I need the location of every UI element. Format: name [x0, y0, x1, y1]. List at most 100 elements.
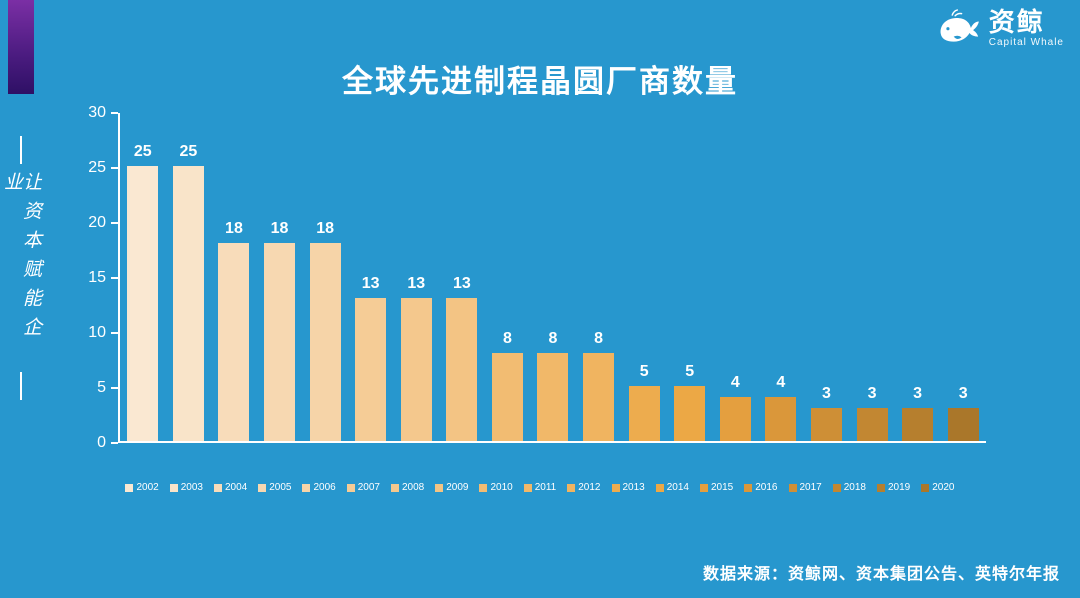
logo-name: 资鲸: [988, 7, 1045, 37]
page-title: 全球先进制程晶圆厂商数量: [342, 64, 738, 99]
bar-value-label: 8: [502, 330, 512, 347]
bar-slot-2004: 18: [211, 113, 257, 441]
legend-swatch: [877, 483, 885, 492]
data-source: 数据来源：资鲸网、资本集团公告、英特尔年报: [702, 566, 1060, 583]
bar-slot-2014: 5: [667, 113, 713, 441]
legend-label: 2012: [578, 482, 601, 493]
legend-label: 2010: [490, 482, 513, 493]
bar-value-label: 25: [133, 143, 152, 160]
y-tick-mark: [111, 112, 118, 114]
legend-item-2007: 2007: [346, 482, 380, 493]
legend-label: 2005: [269, 482, 292, 493]
bar: [400, 298, 432, 441]
bar-value-label: 3: [913, 385, 923, 402]
bar-slot-2009: 13: [439, 113, 485, 441]
y-tick-mark: [111, 167, 118, 169]
legend-label: 2008: [401, 482, 425, 493]
legend-label: 2015: [711, 482, 734, 493]
bar-slot-2015: 4: [713, 113, 759, 441]
legend-item-2004: 2004: [213, 482, 248, 493]
legend-item-2010: 2010: [479, 482, 513, 493]
bar-slot-2010: 8: [485, 113, 531, 441]
bar-value-label: 3: [867, 385, 877, 402]
bar-value-label: 8: [548, 330, 558, 347]
legend-item-2014: 2014: [655, 482, 689, 493]
bar: [127, 166, 159, 441]
bar-slot-2019: 3: [895, 113, 941, 441]
legend-swatch: [346, 483, 355, 492]
bar: [856, 408, 888, 441]
bar: [765, 397, 797, 441]
bar-slot-2003: 25: [166, 113, 212, 441]
bar-value-label: 8: [594, 330, 604, 347]
bar: [583, 353, 615, 441]
bar-slot-2007: 13: [348, 113, 394, 441]
bar-value-label: 4: [730, 374, 740, 391]
legend-label: 2020: [932, 482, 955, 493]
legend-swatch: [744, 483, 753, 492]
bar-value-label: 5: [685, 363, 695, 380]
legend-swatch: [655, 483, 664, 492]
bar-slot-2018: 3: [849, 113, 895, 441]
logo-subtitle: Capital Whale: [988, 36, 1064, 48]
legend-item-2002: 2002: [125, 482, 159, 493]
legend-item-2019: 2019: [877, 482, 910, 493]
bar-chart: 25 25 18 18 18 13 13 13 8 8 8 5 5 4 4 3 3 3 3 0 5 10 15 20 25 30: [88, 104, 986, 451]
bar-value-label: 3: [958, 385, 968, 402]
bar-slot-2013: 5: [621, 113, 667, 441]
bar-slot-2016: 4: [758, 113, 804, 441]
brand-logo: 资鲸 Capital Whale: [935, 8, 1064, 48]
legend-label: 2014: [666, 482, 689, 493]
legend-swatch: [302, 483, 311, 492]
bar-slot-2017: 3: [804, 113, 850, 441]
legend-label: 2019: [888, 482, 911, 493]
legend-label: 2002: [136, 482, 159, 493]
y-tick-mark: [111, 332, 118, 334]
bar-slot-2012: 8: [576, 113, 622, 441]
bar-slot-2008: 13: [393, 113, 439, 441]
legend-swatch: [832, 483, 841, 492]
legend-label: 2007: [357, 482, 380, 493]
legend-item-2015: 2015: [700, 482, 733, 493]
y-tick-mark: [111, 222, 118, 224]
chart-legend: 2002 2003 2004 2005 2006 2007 2008 2009 2010 2011…: [0, 482, 1080, 493]
legend-item-2012: 2012: [567, 482, 601, 493]
legend-label: 2004: [224, 482, 248, 493]
legend-item-2009: 2009: [435, 482, 468, 493]
legend-item-2018: 2018: [832, 482, 866, 493]
bar: [719, 397, 751, 441]
legend-item-2008: 2008: [390, 482, 425, 493]
bar-value-label: 18: [225, 220, 243, 237]
bar-slot-2011: 8: [530, 113, 576, 441]
bar-value-label: 13: [361, 275, 380, 292]
bar-slot-2020: 3: [940, 113, 986, 441]
bar: [264, 243, 296, 441]
bar-slot-2005: 18: [257, 113, 303, 441]
legend-label: 2009: [446, 482, 469, 493]
y-tick-mark: [111, 442, 118, 444]
y-tick-label: 25: [88, 159, 106, 176]
legend-label: 2011: [534, 482, 557, 493]
bar-value-label: 18: [316, 220, 334, 237]
bar: [947, 408, 979, 441]
bar: [491, 353, 523, 441]
bar: [172, 166, 204, 441]
y-tick-label: 5: [97, 379, 106, 396]
bar-value-label: 18: [270, 220, 289, 237]
bar-value-label: 13: [407, 275, 426, 292]
bar-value-label: 25: [179, 143, 198, 160]
legend-item-2020: 2020: [921, 482, 955, 493]
logo-text: 资鲸 Capital Whale: [989, 8, 1064, 48]
legend-item-2005: 2005: [258, 482, 291, 493]
bar: [902, 408, 934, 441]
legend-swatch: [611, 483, 620, 492]
legend-swatch: [567, 483, 576, 492]
vertical-slogan: 让资本赋能企业: [1, 128, 41, 408]
legend-swatch: [435, 483, 444, 492]
bar: [628, 386, 660, 441]
whale-icon: [935, 9, 981, 47]
bar: [674, 386, 706, 441]
bar: [309, 243, 341, 441]
bar-value-label: 3: [822, 385, 831, 402]
y-tick-label: 10: [88, 324, 106, 341]
